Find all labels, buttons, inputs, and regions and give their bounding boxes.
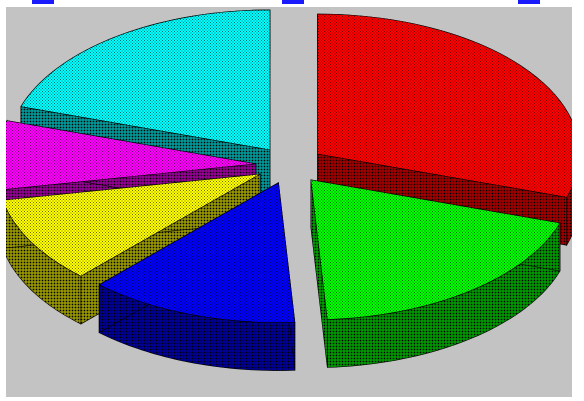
pie-chart [6,9,572,371]
pie-slice-6 [20,9,271,151]
pie-slice-5 [6,120,257,190]
axis-tick-mark [32,0,54,4]
pie-slice-4 [6,173,261,277]
axis-tick-mark [518,0,540,4]
chart-panel [6,7,572,397]
pie-slice-1 [317,13,572,198]
axis-tick-mark [282,0,304,4]
pie-slice-3 [98,182,296,323]
pie-slice-2 [310,179,561,320]
